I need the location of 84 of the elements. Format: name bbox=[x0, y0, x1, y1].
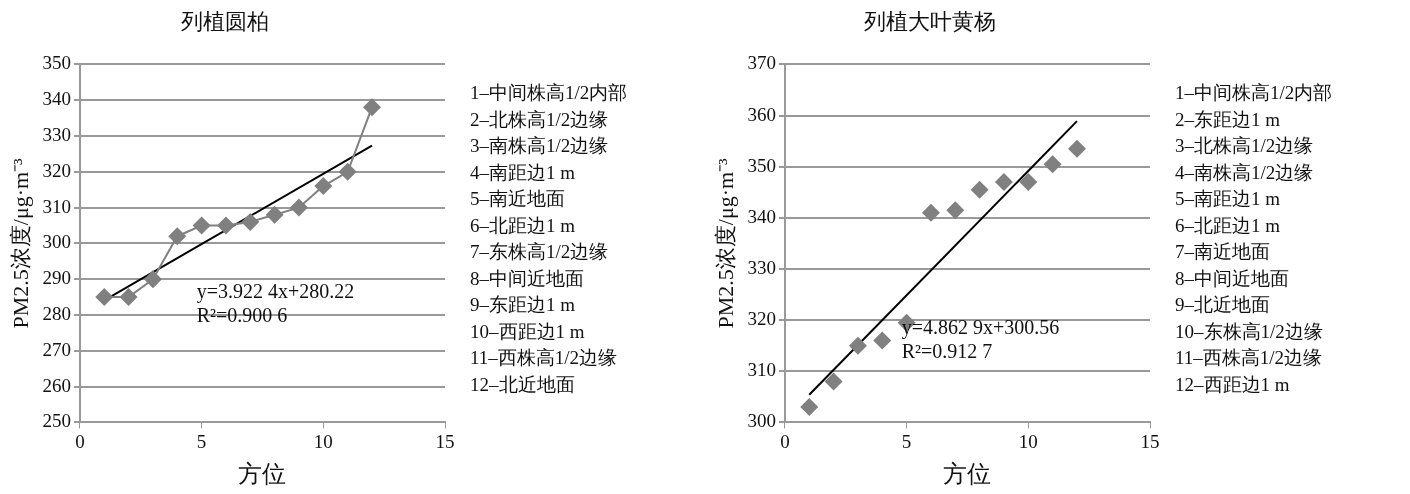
text: 5–南距边1 m bbox=[1175, 187, 1282, 211]
y-axis-title: PM2.5浓度/μg·m⁻³ bbox=[712, 157, 738, 329]
text: 6–北距边1 m bbox=[470, 213, 577, 238]
point bbox=[1067, 139, 1086, 158]
annotation: R²=0.912 7 bbox=[901, 339, 994, 363]
point bbox=[921, 203, 940, 222]
x-tick-label: 15 bbox=[1140, 430, 1160, 452]
text: 11–西株高1/2边缘 bbox=[1175, 346, 1324, 370]
text: 2–东距边1 m bbox=[1175, 107, 1282, 132]
x-axis-title: 方位 bbox=[238, 460, 287, 487]
x-tick-label: 5 bbox=[901, 430, 912, 452]
text: 7–东株高1/2边缘 bbox=[470, 240, 610, 264]
y-tick-label: 330 bbox=[747, 256, 776, 278]
text: 9–北近地面 bbox=[1175, 293, 1271, 317]
y-tick-label: 320 bbox=[42, 159, 71, 181]
y-tick-label: 290 bbox=[42, 267, 71, 289]
point bbox=[95, 288, 114, 307]
chart-title: 列植圆柏 bbox=[181, 8, 269, 34]
text: 10–西距边1 m bbox=[470, 319, 586, 344]
annotation: y=4.862 9x+300.56 bbox=[901, 315, 1060, 339]
text: 8–中间近地面 bbox=[470, 266, 585, 291]
annotation: y=3.922 4x+280.22 bbox=[196, 279, 355, 304]
annotation: R²=0.900 6 bbox=[196, 303, 289, 328]
y-tick-label: 360 bbox=[747, 103, 776, 125]
text: 8–中间近地面 bbox=[1175, 266, 1290, 291]
point bbox=[143, 270, 162, 289]
y-tick-label: 370 bbox=[747, 52, 776, 74]
y-axis-title: PM2.5浓度/μg·m⁻³ bbox=[7, 157, 33, 329]
text: 2–北株高1/2边缘 bbox=[470, 107, 610, 132]
text: 4–南距边1 m bbox=[470, 160, 577, 185]
text: 1–中间株高1/2内部 bbox=[470, 81, 628, 105]
x-tick-label: 10 bbox=[1018, 430, 1038, 452]
x-tick-label: 5 bbox=[196, 430, 207, 452]
text: 1–中间株高1/2内部 bbox=[1175, 81, 1333, 105]
point bbox=[216, 216, 235, 235]
text: 9–东距边1 m bbox=[470, 293, 577, 317]
text: 4–南株高1/2边缘 bbox=[1175, 160, 1315, 185]
y-tick-label: 350 bbox=[747, 154, 776, 176]
point bbox=[970, 180, 989, 199]
y-tick-label: 270 bbox=[42, 338, 71, 360]
y-tick-label: 310 bbox=[747, 359, 776, 381]
text: 7–南近地面 bbox=[1175, 240, 1271, 264]
text: 3–北株高1/2边缘 bbox=[1175, 134, 1315, 158]
point bbox=[994, 173, 1013, 192]
y-tick-label: 320 bbox=[747, 308, 776, 330]
point bbox=[824, 372, 843, 391]
x-tick-label: 0 bbox=[780, 430, 790, 452]
y-tick-label: 340 bbox=[747, 205, 776, 227]
point bbox=[265, 205, 284, 224]
y-tick-label: 280 bbox=[42, 302, 71, 324]
point bbox=[873, 331, 892, 350]
y-tick-label: 300 bbox=[747, 410, 776, 432]
x-axis-title: 方位 bbox=[943, 460, 992, 487]
text: 11–西株高1/2边缘 bbox=[470, 346, 619, 370]
text: 12–北近地面 bbox=[470, 372, 576, 397]
y-tick-label: 340 bbox=[42, 88, 71, 110]
y-tick-label: 250 bbox=[42, 410, 71, 432]
text: 10–东株高1/2边缘 bbox=[1175, 319, 1324, 344]
x-tick-label: 0 bbox=[75, 430, 85, 452]
point bbox=[289, 198, 308, 217]
point bbox=[119, 288, 138, 307]
y-tick-label: 330 bbox=[42, 123, 71, 145]
point bbox=[314, 177, 333, 196]
y-tick-label: 260 bbox=[42, 374, 71, 396]
text: 5–南近地面 bbox=[470, 187, 566, 211]
text: 12–西距边1 m bbox=[1175, 372, 1291, 397]
point bbox=[848, 336, 867, 355]
text: 3–南株高1/2边缘 bbox=[470, 134, 610, 158]
y-tick-label: 310 bbox=[42, 195, 71, 217]
point bbox=[241, 212, 260, 231]
x-tick-label: 10 bbox=[313, 430, 333, 452]
chart-title: 列植大叶黄杨 bbox=[864, 8, 996, 34]
point bbox=[1043, 155, 1062, 174]
point bbox=[362, 98, 381, 117]
point bbox=[946, 201, 965, 220]
y-tick-label: 350 bbox=[42, 52, 71, 74]
text: 6–北距边1 m bbox=[1175, 213, 1282, 238]
point bbox=[800, 398, 819, 417]
point bbox=[168, 227, 187, 246]
point bbox=[1019, 173, 1038, 192]
point bbox=[192, 216, 211, 235]
point bbox=[338, 162, 357, 181]
x-tick-label: 15 bbox=[435, 430, 455, 452]
y-tick-label: 300 bbox=[42, 231, 71, 253]
